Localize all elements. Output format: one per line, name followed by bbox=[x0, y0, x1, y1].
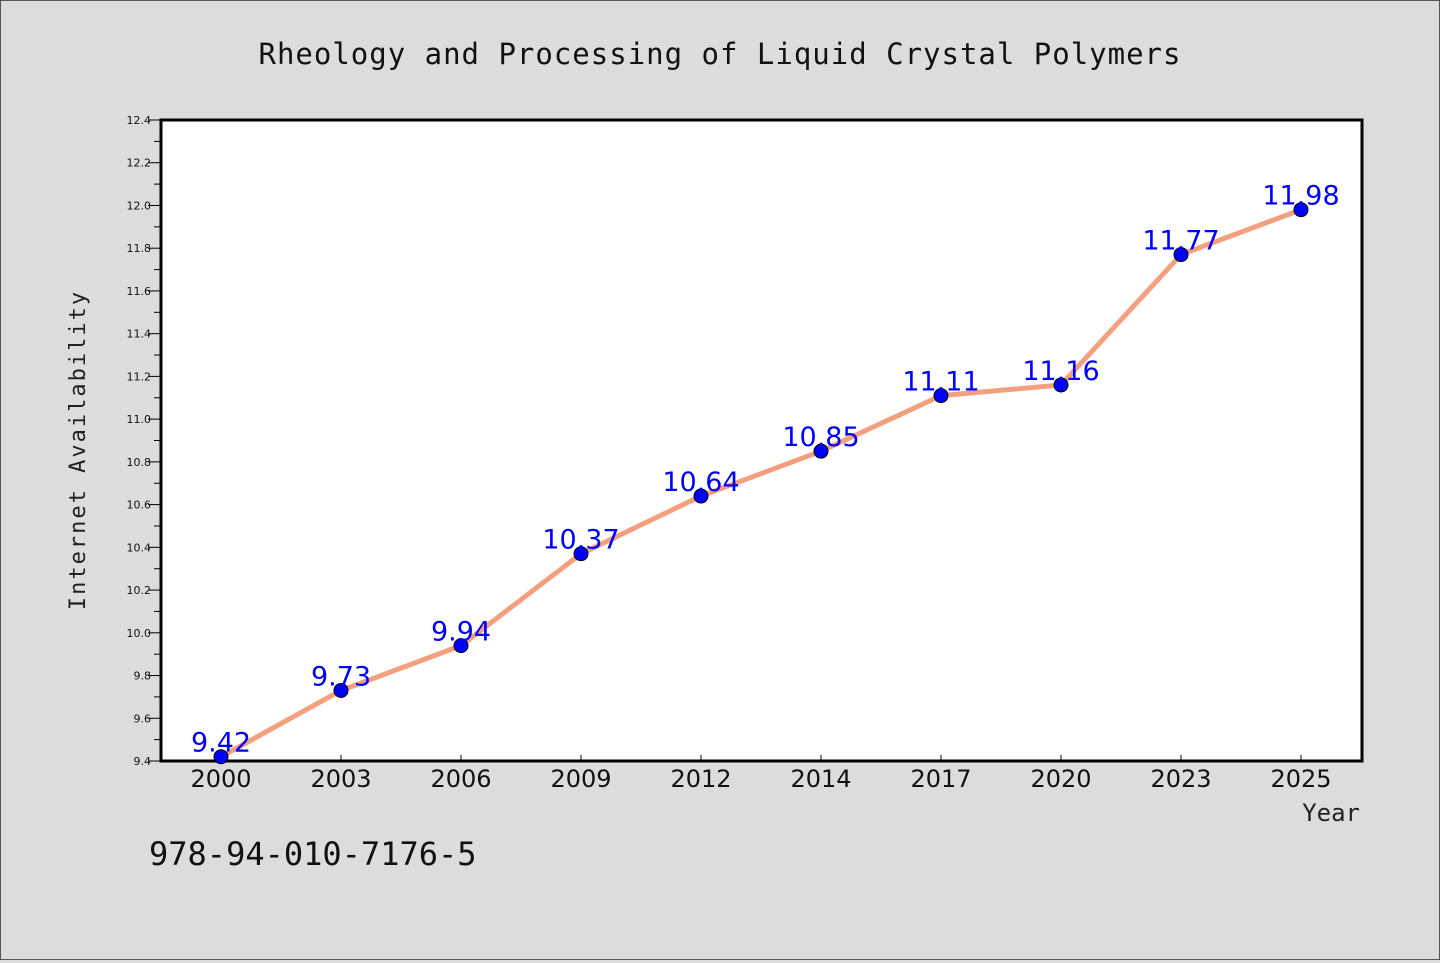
data-label: 10.64 bbox=[662, 467, 739, 498]
data-point bbox=[453, 638, 469, 654]
x-tick-label: 2017 bbox=[910, 765, 971, 793]
x-tick-label: 2014 bbox=[790, 765, 851, 793]
y-axis: 9.4 9.6 9.8 10.0 10.2 10.4 10.6 10.8 11.0 11.2 11.… bbox=[127, 114, 161, 768]
data-label: 10.37 bbox=[542, 525, 619, 556]
data-label: 11.77 bbox=[1142, 226, 1219, 257]
y-tick-label: 10.6 bbox=[127, 499, 152, 512]
data-point bbox=[1053, 377, 1069, 393]
data-labels: 9.42 9.73 9.94 10.37 10.64 10.85 11.11 11.16 11.… bbox=[191, 181, 1340, 759]
y-tick-label: 10.0 bbox=[127, 627, 152, 640]
x-axis: 2000 2003 2006 2009 2012 2014 2017 2020 2023 2025 bbox=[190, 755, 1332, 793]
chart-title: Rheology and Processing of Liquid Crysta… bbox=[259, 37, 1182, 71]
y-tick-label: 11.8 bbox=[127, 242, 152, 255]
y-tick-label: 11.4 bbox=[127, 328, 152, 341]
data-label: 9.42 bbox=[191, 728, 251, 759]
y-tick-label: 9.4 bbox=[134, 755, 152, 768]
data-point bbox=[693, 488, 709, 504]
x-tick-label: 2006 bbox=[430, 765, 491, 793]
data-point bbox=[813, 443, 829, 459]
x-tick-label: 2023 bbox=[1150, 765, 1211, 793]
data-point bbox=[933, 388, 949, 404]
data-point bbox=[333, 682, 349, 698]
y-tick-label: 11.6 bbox=[127, 285, 152, 298]
y-tick-label: 10.4 bbox=[127, 541, 152, 554]
data-point bbox=[1293, 202, 1309, 218]
x-axis-label: Year bbox=[1302, 799, 1360, 827]
data-point bbox=[213, 749, 229, 765]
plot-area bbox=[159, 118, 1364, 763]
y-tick-label: 10.2 bbox=[127, 584, 152, 597]
y-axis-label: Internet Availability bbox=[66, 290, 91, 610]
data-label: 10.85 bbox=[782, 422, 859, 453]
series-group bbox=[213, 202, 1309, 765]
y-tick-label: 9.8 bbox=[134, 670, 152, 683]
data-point bbox=[573, 546, 589, 562]
y-tick-label: 9.6 bbox=[134, 712, 152, 725]
y-tick-label: 12.4 bbox=[127, 114, 152, 127]
x-tick-label: 2020 bbox=[1030, 765, 1091, 793]
series-line bbox=[218, 207, 1304, 760]
isbn-text: 978-94-010-7176-5 bbox=[149, 835, 477, 873]
x-tick-label: 2000 bbox=[190, 765, 251, 793]
x-tick-label: 2009 bbox=[550, 765, 611, 793]
data-label: 9.73 bbox=[311, 661, 371, 692]
y-tick-label: 12.2 bbox=[127, 157, 152, 170]
y-tick-label: 11.2 bbox=[127, 370, 152, 383]
data-label: 11.11 bbox=[902, 367, 979, 398]
x-tick-label: 2012 bbox=[670, 765, 731, 793]
y-tick-label: 12.0 bbox=[127, 199, 152, 212]
x-tick-label: 2025 bbox=[1270, 765, 1331, 793]
y-tick-label: 11.0 bbox=[127, 413, 152, 426]
data-label: 11.98 bbox=[1262, 181, 1339, 212]
x-tick-label: 2003 bbox=[310, 765, 371, 793]
data-point bbox=[1173, 247, 1189, 263]
data-label: 11.16 bbox=[1022, 356, 1099, 387]
y-tick-label: 10.8 bbox=[127, 456, 152, 469]
data-label: 9.94 bbox=[431, 617, 491, 648]
